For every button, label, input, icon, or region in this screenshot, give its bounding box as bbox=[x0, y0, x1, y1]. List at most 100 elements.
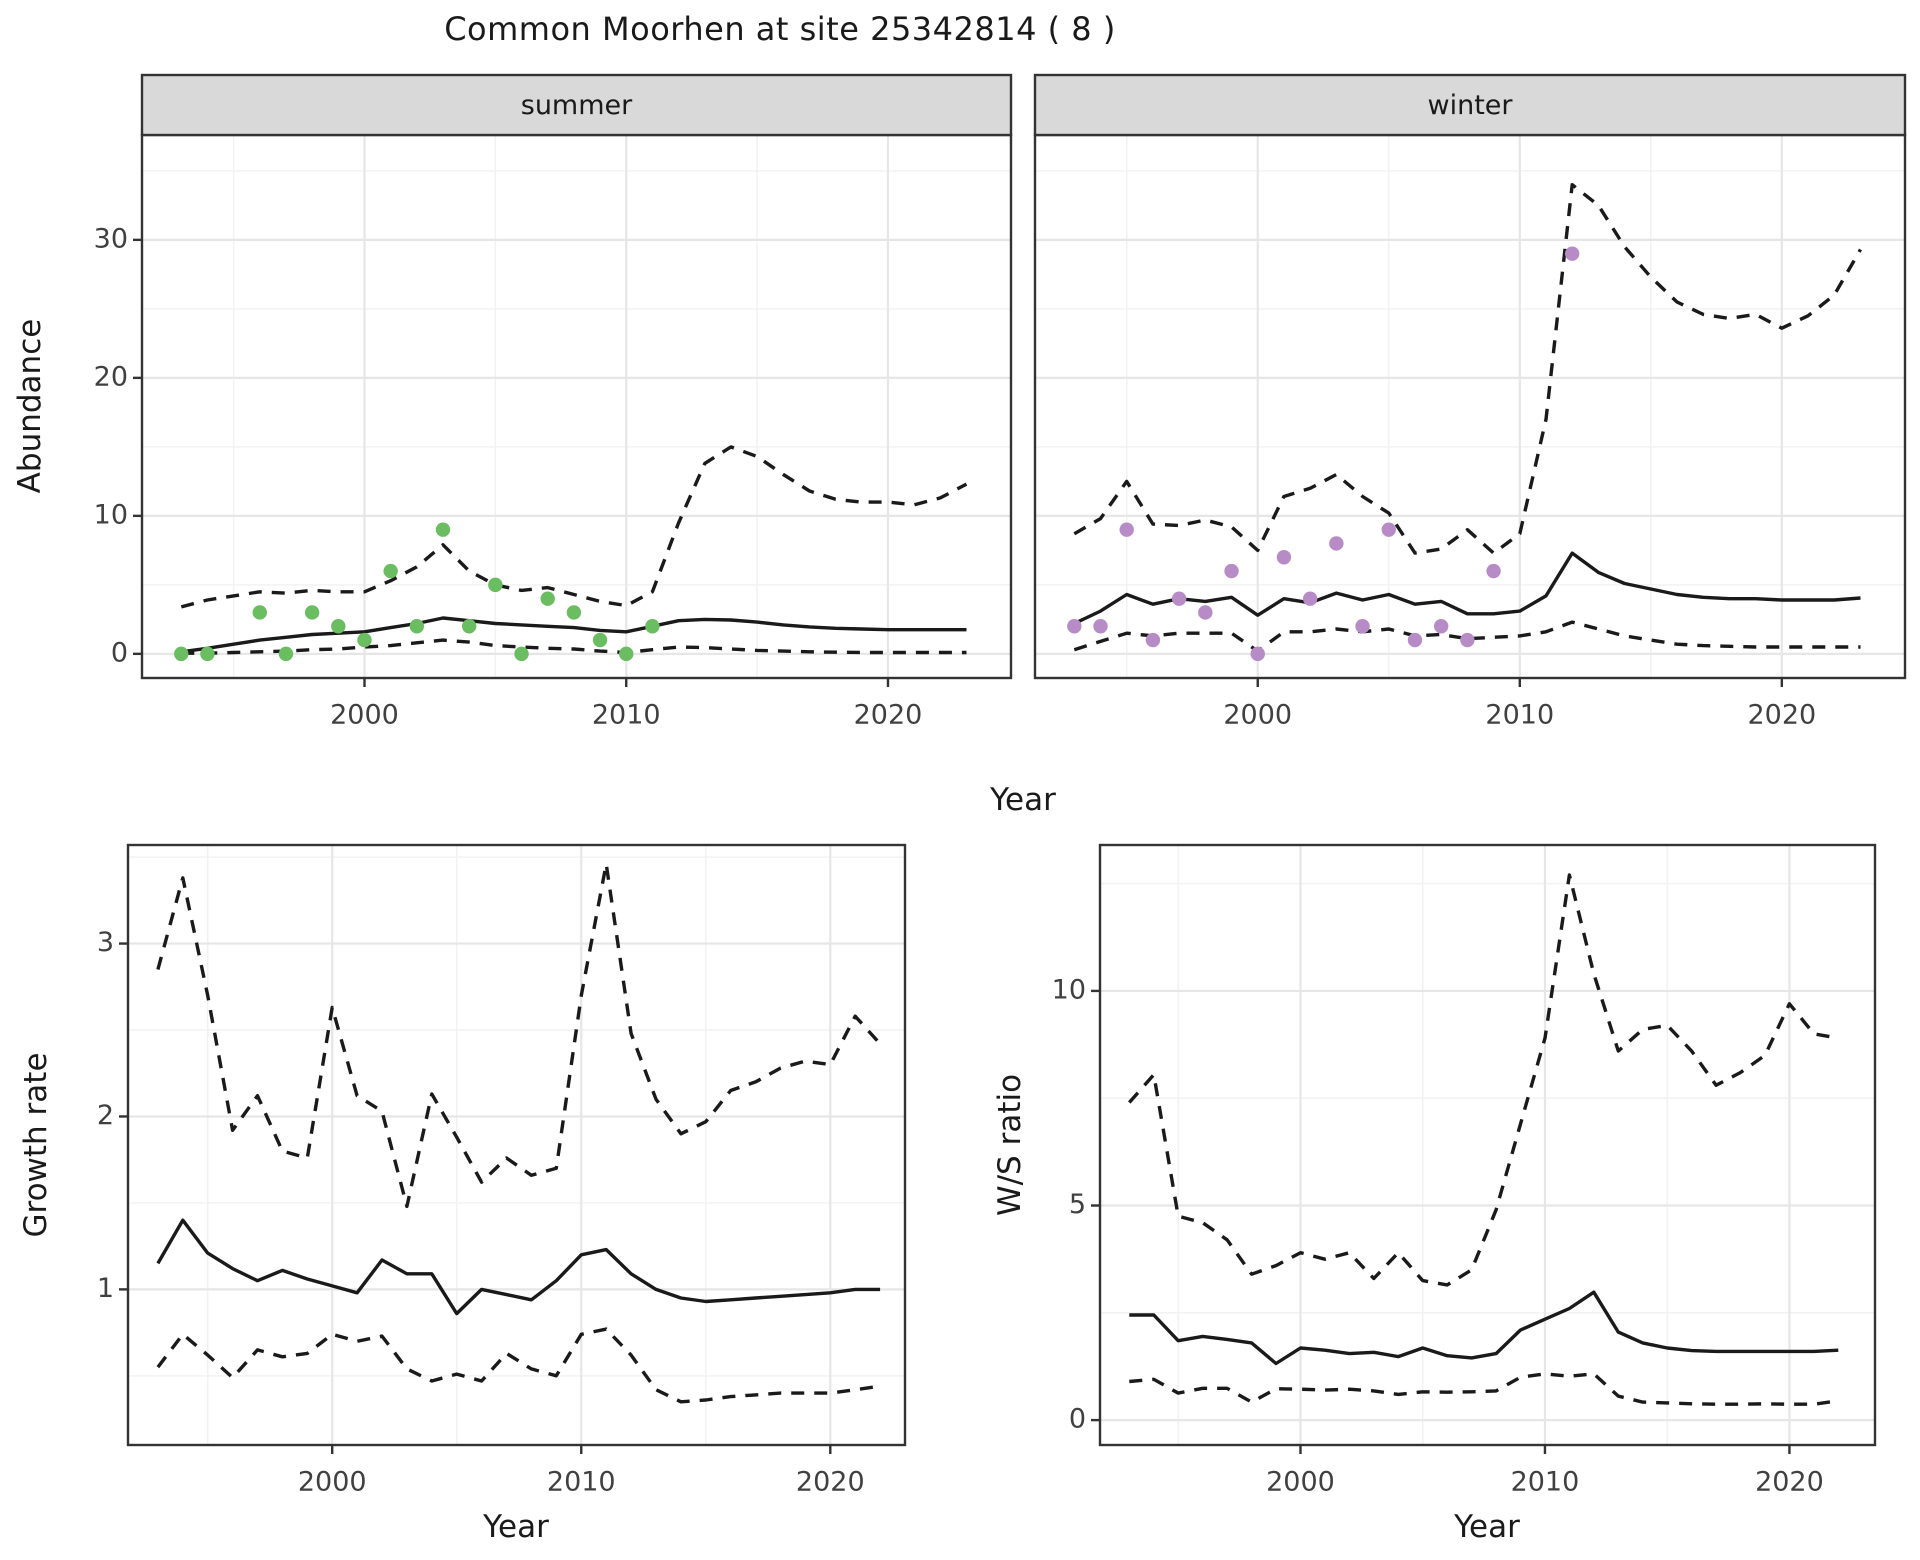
panel-border bbox=[1098, 843, 1877, 1447]
series-observed-abundance_winter bbox=[1067, 246, 1580, 662]
series-upper_ci-abundance_winter bbox=[1073, 183, 1862, 555]
x-axis-title-year-bottom-right: Year bbox=[1454, 1509, 1520, 1545]
data-point bbox=[200, 646, 215, 662]
x-tick-label: 2020 bbox=[1747, 700, 1816, 731]
x-tick-label: 2000 bbox=[330, 700, 399, 731]
x-tick-label: 2010 bbox=[1511, 1467, 1580, 1498]
series-lower_ci-growth_rate bbox=[156, 1327, 881, 1404]
panel-ws_ratio: 2000 2010 2020 0 5 10 bbox=[1052, 843, 1877, 1498]
data-point bbox=[1171, 591, 1187, 606]
data-point bbox=[592, 632, 608, 648]
y-tick-label: 0 bbox=[111, 637, 128, 668]
data-point bbox=[252, 605, 267, 620]
data-point bbox=[461, 619, 477, 634]
data-point bbox=[383, 563, 398, 579]
y-tick-label: 10 bbox=[1052, 974, 1086, 1005]
data-point bbox=[1276, 550, 1292, 565]
gridlines-abundance_winter bbox=[1035, 135, 1905, 678]
data-point bbox=[357, 632, 372, 648]
data-point bbox=[1460, 632, 1475, 648]
data-point bbox=[1198, 605, 1213, 620]
series-mean-abundance_winter bbox=[1073, 551, 1861, 626]
series-lower_ci-ws_ratio bbox=[1129, 1372, 1839, 1406]
x-axis-title-year-bottom-left: Year bbox=[483, 1509, 549, 1545]
y-tick-label: 30 bbox=[94, 223, 128, 254]
data-point bbox=[1119, 522, 1134, 537]
y-axis-ws_ratio: 0 5 10 bbox=[1052, 974, 1100, 1435]
series-mean-ws_ratio bbox=[1129, 1290, 1839, 1366]
data-point bbox=[409, 619, 425, 634]
x-axis-title-year-top: Year bbox=[990, 782, 1056, 818]
series-mean-growth_rate bbox=[156, 1218, 881, 1316]
x-axis-abundance_winter: 2000 2010 2020 bbox=[1223, 678, 1816, 731]
series-group-abundance_winter bbox=[1067, 183, 1862, 662]
facet-strip-bg bbox=[140, 73, 1013, 137]
data-point bbox=[174, 646, 189, 662]
series-observed-abundance_summer bbox=[174, 522, 660, 662]
panel-growth_rate: 2000 2010 2020 1 2 3 bbox=[97, 843, 907, 1498]
x-tick-label: 2020 bbox=[854, 700, 923, 731]
series-lower_ci-abundance_summer bbox=[181, 638, 967, 655]
page-title: Common Moorhen at site 25342814 ( 8 ) bbox=[444, 10, 1116, 48]
data-point bbox=[1093, 619, 1108, 634]
x-tick-label: 2010 bbox=[1485, 700, 1554, 731]
y-tick-label: 5 bbox=[1069, 1189, 1086, 1220]
y-tick-label: 1 bbox=[97, 1273, 114, 1304]
y-tick-label: 3 bbox=[97, 927, 114, 958]
data-point bbox=[1355, 619, 1370, 634]
data-point bbox=[1250, 646, 1265, 662]
data-point bbox=[1433, 619, 1449, 634]
y-axis-title-growth-rate: Growth rate bbox=[18, 1052, 54, 1238]
panel-abundance_winter: 2000 2010 2020 bbox=[1033, 73, 1907, 731]
series-group-ws_ratio bbox=[1128, 873, 1839, 1406]
y-tick-label: 0 bbox=[1069, 1404, 1086, 1435]
data-point bbox=[1329, 536, 1344, 551]
data-point bbox=[1224, 563, 1239, 579]
data-point bbox=[1145, 632, 1161, 648]
data-point bbox=[645, 619, 660, 634]
data-point bbox=[304, 605, 320, 620]
panel-border bbox=[126, 843, 907, 1447]
data-point bbox=[1302, 591, 1318, 606]
data-point bbox=[566, 605, 582, 620]
data-point bbox=[278, 646, 294, 662]
data-point bbox=[1067, 619, 1082, 634]
y-axis-abundance_summer: 0 10 20 30 bbox=[94, 223, 142, 668]
x-axis-abundance_summer: 2000 2010 2020 bbox=[330, 678, 922, 731]
x-tick-label: 2010 bbox=[592, 700, 661, 731]
y-axis-growth_rate: 1 2 3 bbox=[97, 927, 128, 1304]
data-point bbox=[1381, 522, 1396, 537]
x-tick-label: 2020 bbox=[796, 1467, 865, 1498]
y-tick-label: 2 bbox=[97, 1100, 114, 1131]
y-axis-title-ws-ratio: W/S ratio bbox=[992, 1073, 1028, 1217]
panel-abundance_summer: 2000 2010 2020 0 10 20 30 bbox=[94, 73, 1013, 731]
series-group-growth_rate bbox=[156, 862, 882, 1404]
data-point bbox=[540, 591, 555, 606]
gridlines-ws_ratio bbox=[1100, 845, 1875, 1445]
x-tick-label: 2020 bbox=[1755, 1467, 1824, 1498]
x-tick-label: 2010 bbox=[547, 1467, 616, 1498]
x-axis-growth_rate: 2000 2010 2020 bbox=[298, 1445, 865, 1498]
gridlines-growth_rate bbox=[128, 845, 905, 1445]
data-point bbox=[488, 577, 503, 593]
series-upper_ci-growth_rate bbox=[156, 862, 882, 1209]
data-point bbox=[1486, 563, 1501, 579]
series-upper_ci-abundance_summer bbox=[180, 445, 968, 609]
data-point bbox=[1564, 246, 1580, 261]
y-axis-title-abundance: Abundance bbox=[12, 318, 48, 494]
data-point bbox=[619, 646, 634, 662]
series-lower_ci-abundance_winter bbox=[1073, 620, 1861, 653]
facet-strip-bg bbox=[1033, 73, 1907, 137]
data-point bbox=[435, 522, 451, 537]
series-mean-abundance_summer bbox=[181, 616, 967, 654]
y-tick-label: 20 bbox=[94, 361, 128, 392]
y-tick-label: 10 bbox=[94, 499, 128, 530]
x-tick-label: 2000 bbox=[1266, 1467, 1335, 1498]
series-group-abundance_summer bbox=[174, 445, 968, 662]
data-point bbox=[514, 646, 529, 662]
x-tick-label: 2000 bbox=[298, 1467, 367, 1498]
data-point bbox=[331, 619, 346, 634]
x-axis-ws_ratio: 2000 2010 2020 bbox=[1266, 1445, 1824, 1498]
